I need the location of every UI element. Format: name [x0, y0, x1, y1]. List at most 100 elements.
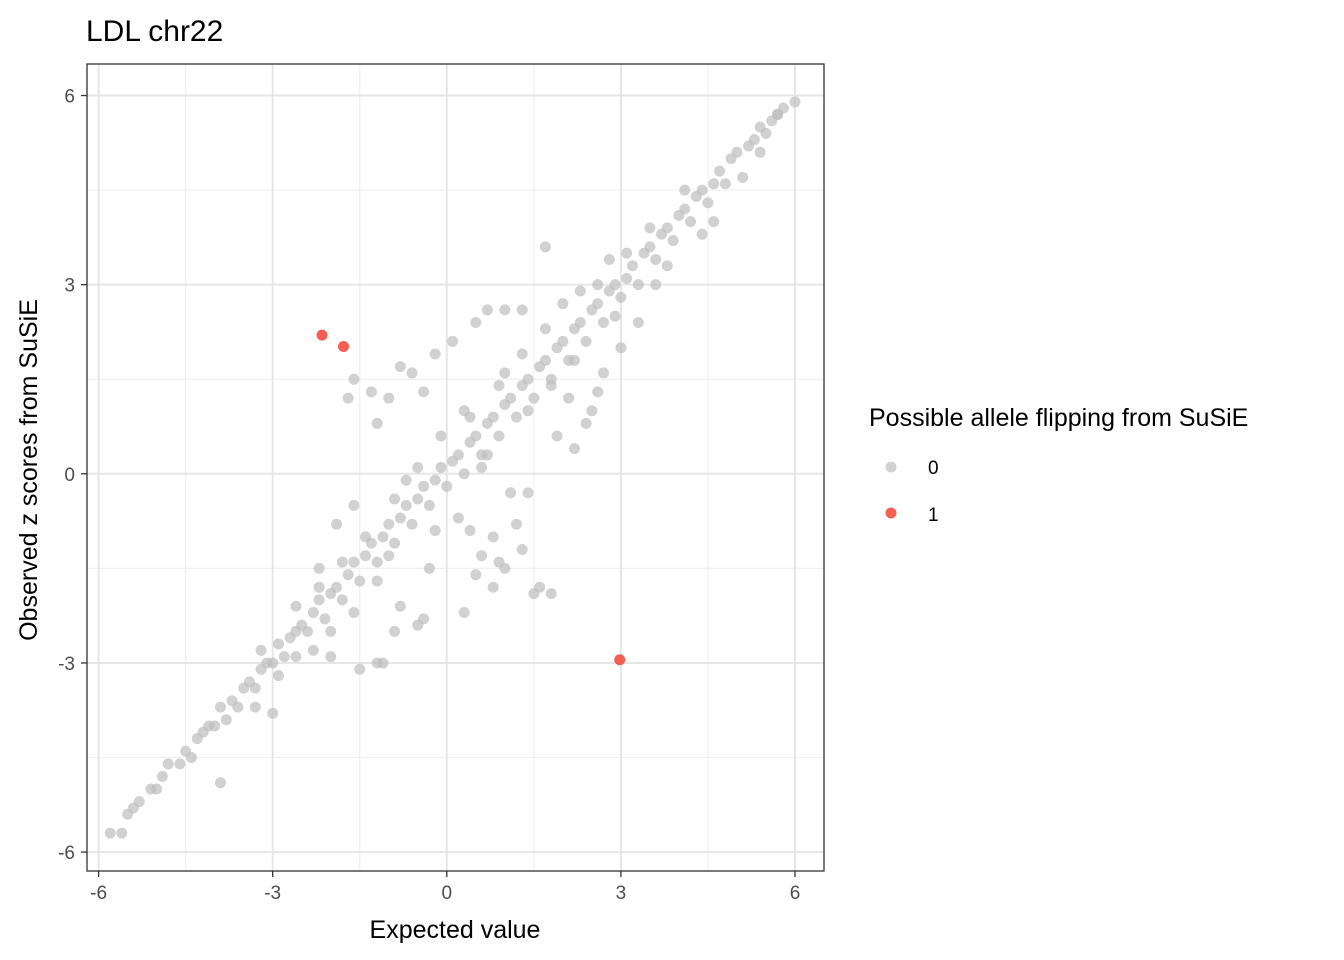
data-point-series-0 [615, 291, 627, 303]
data-point-series-0 [342, 569, 354, 581]
data-point-series-0 [470, 316, 482, 328]
data-point-series-0 [406, 518, 418, 530]
data-point-series-0 [429, 348, 441, 360]
data-point-series-0 [737, 171, 749, 183]
data-point-series-0 [371, 556, 383, 568]
data-point-series-0 [452, 512, 464, 524]
plot-border [86, 63, 825, 872]
data-point-series-0 [418, 480, 430, 492]
data-point-series-0 [487, 581, 499, 593]
data-point-series-0 [719, 178, 731, 190]
legend-label-1: 1 [928, 505, 939, 526]
data-point-series-0 [644, 241, 656, 253]
data-point-series-0 [609, 310, 621, 322]
chart-title: LDL chr22 [86, 15, 223, 48]
data-point-series-0 [267, 657, 279, 669]
data-point-series-0 [685, 216, 697, 228]
data-point-series-0 [185, 752, 197, 764]
data-point-series-0 [325, 625, 337, 637]
data-point-series-0 [354, 575, 366, 587]
data-point-series-0 [505, 487, 517, 499]
data-point-series-0 [522, 373, 534, 385]
data-point-series-0 [423, 562, 435, 574]
data-point-series-0 [255, 644, 267, 656]
data-point-series-0 [661, 222, 673, 234]
data-point-series-0 [383, 392, 395, 404]
legend-label-0: 0 [928, 458, 939, 479]
data-point-series-1 [337, 340, 349, 352]
x-tick-label: 6 [790, 883, 801, 904]
data-point-series-0 [325, 651, 337, 663]
data-point-series-0 [748, 134, 760, 146]
data-point-series-0 [621, 247, 633, 259]
data-point-series-0 [365, 386, 377, 398]
data-point-series-0 [336, 556, 348, 568]
y-tick-label: -6 [58, 843, 75, 864]
data-point-series-0 [580, 417, 592, 429]
data-point-series-0 [650, 279, 662, 291]
data-point-series-0 [313, 594, 325, 606]
data-point-series-0 [464, 525, 476, 537]
data-point-series-0 [116, 827, 128, 839]
major-gridlines [87, 64, 824, 871]
x-axis-title: Expected value [370, 916, 541, 944]
data-point-series-0 [470, 430, 482, 442]
data-point-series-0 [458, 468, 470, 480]
data-point-series-0 [371, 575, 383, 587]
data-point-series-0 [528, 392, 540, 404]
data-point-series-0 [661, 260, 673, 272]
data-point-series-0 [336, 594, 348, 606]
data-point-series-0 [389, 625, 401, 637]
data-point-series-0 [435, 430, 447, 442]
data-point-series-0 [789, 96, 801, 108]
data-point-series-0 [348, 373, 360, 385]
data-point-series-0 [313, 581, 325, 593]
data-point-series-0 [377, 657, 389, 669]
data-point-series-0 [307, 644, 319, 656]
data-point-series-0 [278, 651, 290, 663]
data-point-series-0 [156, 770, 168, 782]
data-point-series-0 [539, 354, 551, 366]
data-point-series-0 [516, 348, 528, 360]
data-point-series-0 [267, 707, 279, 719]
data-point-series-0 [539, 241, 551, 253]
data-point-series-0 [214, 701, 226, 713]
data-point-series-0 [708, 216, 720, 228]
data-point-series-0 [412, 493, 424, 505]
x-tick-label: -6 [90, 883, 107, 904]
data-point-series-0 [360, 531, 372, 543]
data-point-series-0 [470, 569, 482, 581]
data-point-series-0 [574, 316, 586, 328]
data-point-series-0 [650, 253, 662, 265]
data-point-series-0 [133, 796, 145, 808]
data-point-series-0 [273, 638, 285, 650]
y-tick-label: 0 [64, 465, 75, 486]
data-points [104, 96, 801, 839]
data-point-series-0 [214, 777, 226, 789]
data-point-series-0 [151, 783, 163, 795]
y-axis-title: Observed z scores from SuSiE [15, 299, 43, 641]
data-point-series-0 [510, 518, 522, 530]
data-point-series-0 [331, 581, 343, 593]
data-point-series-0 [104, 827, 116, 839]
data-point-series-0 [586, 405, 598, 417]
data-point-series-0 [702, 197, 714, 209]
data-point-series-0 [667, 235, 679, 247]
data-point-series-0 [249, 701, 261, 713]
data-point-series-0 [522, 487, 534, 499]
data-point-series-0 [603, 253, 615, 265]
data-point-series-0 [290, 651, 302, 663]
legend-title: Possible allele flipping from SuSiE [869, 404, 1248, 432]
data-point-series-0 [545, 588, 557, 600]
data-point-series-0 [348, 499, 360, 511]
data-point-series-0 [302, 625, 314, 637]
data-point-series-0 [232, 701, 244, 713]
data-point-series-0 [487, 411, 499, 423]
data-point-series-0 [499, 367, 511, 379]
data-point-series-0 [354, 663, 366, 675]
data-point-series-0 [539, 323, 551, 335]
data-point-series-0 [458, 607, 470, 619]
y-tick-label: -3 [58, 654, 75, 675]
data-point-series-0 [273, 670, 285, 682]
